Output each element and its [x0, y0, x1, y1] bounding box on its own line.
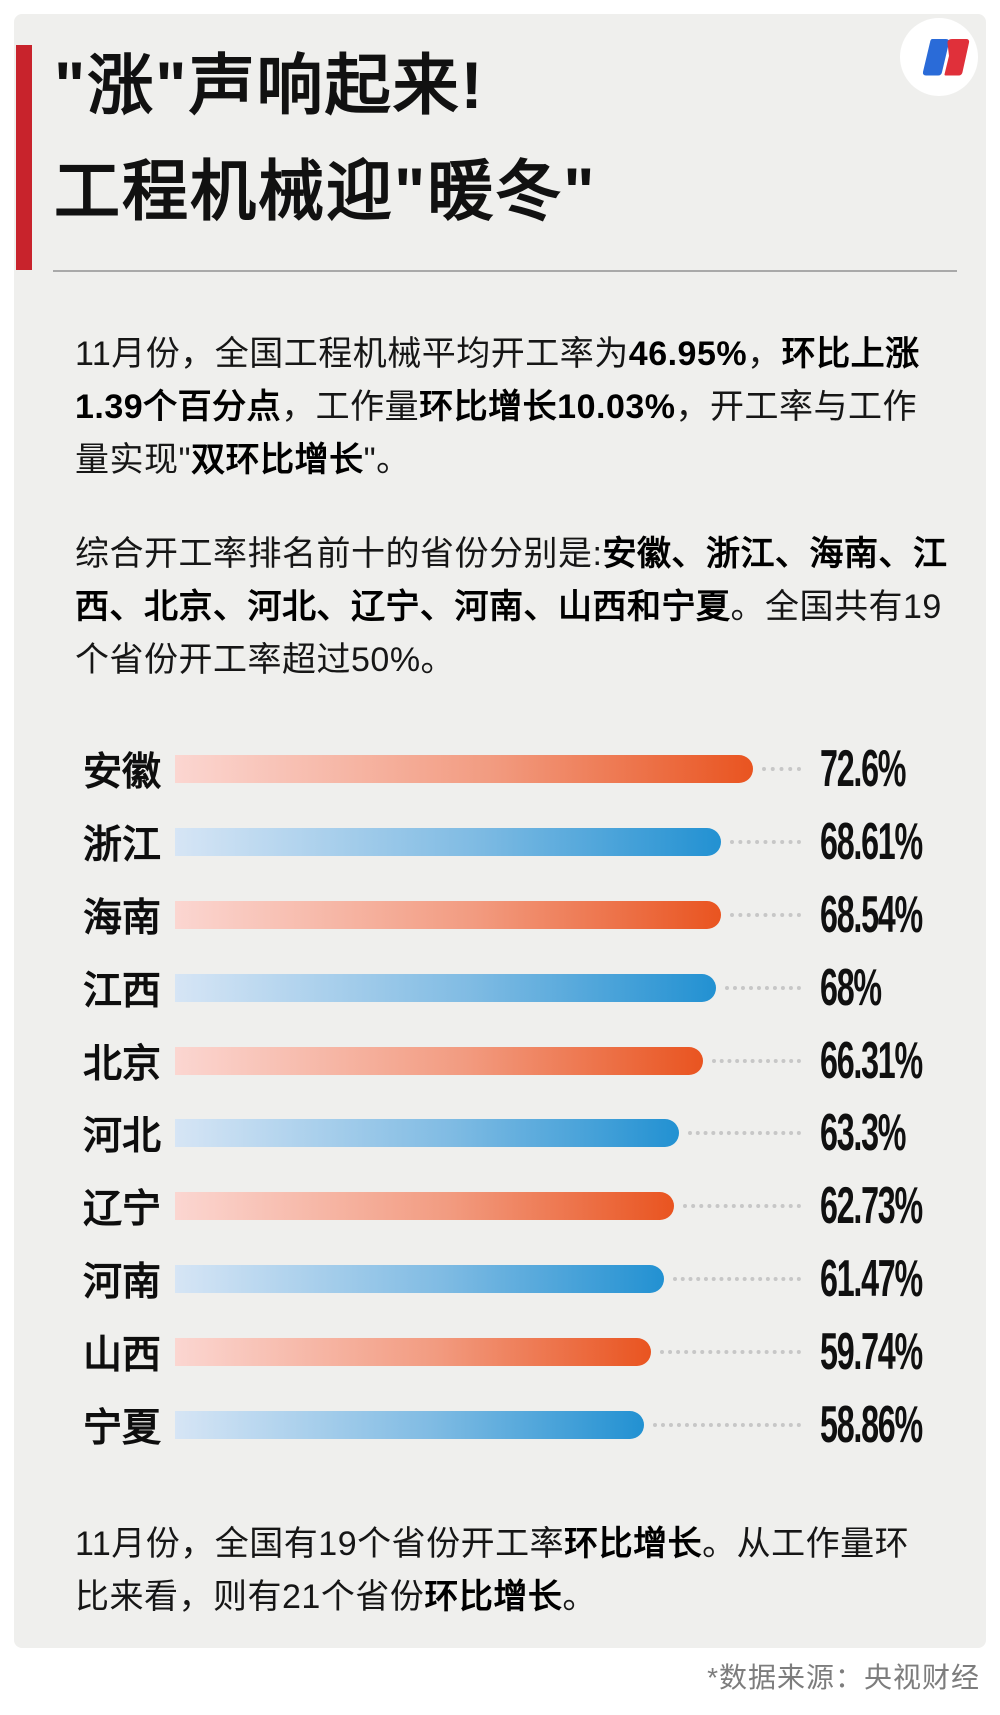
bar-value-label: 62.73% [820, 1177, 923, 1236]
chart-row: 海南 68.54% [83, 879, 966, 952]
dotted-leader [729, 912, 801, 917]
chart-row: 辽宁 62.73% [83, 1170, 966, 1243]
bar-track [175, 1264, 807, 1293]
content-card: "涨"声响起来! 工程机械迎"暖冬" 11月份，全国工程机械平均开工率为46.9… [14, 14, 986, 1648]
bar-track [175, 755, 807, 784]
bar-category-label: 浙江 [83, 824, 162, 868]
bar-value-label: 66.31% [820, 1031, 923, 1090]
bar-category-label: 辽宁 [83, 1188, 162, 1232]
chart-row: 河南 61.47% [83, 1243, 966, 1316]
title-accent-bar [16, 45, 32, 270]
page-title-line1: "涨"声响起来! [54, 48, 485, 122]
chart-row: 江西 68% [83, 951, 966, 1024]
intro-paragraph: 11月份，全国工程机械平均开工率为46.95%，环比上涨 1.39个百分点，工作… [75, 328, 975, 487]
chart-row: 河北 63.3% [83, 1097, 966, 1170]
bar [175, 1410, 644, 1439]
page-title-line2: 工程机械迎"暖冬" [54, 154, 597, 228]
bar [175, 1119, 679, 1148]
text-run: 11月份，全国有19个省份开工率 [75, 1525, 565, 1563]
bar-track [175, 973, 807, 1002]
text-run-bold: 环比增长 [564, 1525, 703, 1563]
bar-category-label: 山西 [83, 1333, 162, 1377]
text-run-bold: 环比增长 [424, 1578, 563, 1616]
bar-track [175, 1337, 807, 1366]
bar-value-label: 58.86% [820, 1395, 923, 1454]
bar-value-label: 68.54% [820, 885, 923, 944]
chart-row: 浙江 68.61% [83, 806, 966, 879]
text-run: 。 [562, 1578, 597, 1616]
text-run: 。全国共有19 个省份开工率超过50%。 [75, 588, 942, 679]
bar-value-label: 72.6% [820, 740, 906, 799]
province-bar-chart: 安徽 72.6% 浙江 68.61% 海南 68.54% 江西 68% 北京 66.31% 河北 63… [83, 733, 966, 1461]
bar [175, 1046, 703, 1075]
dotted-leader [725, 985, 801, 990]
chart-row: 安徽 72.6% [83, 733, 966, 806]
text-run: ，开工率与工作 量实现" [75, 388, 918, 479]
bar-category-label: 河北 [83, 1115, 162, 1159]
brand-n-icon [900, 18, 978, 96]
summary-paragraph: 11月份，全国有19个省份开工率环比增长。从工作量环 比来看，则有21个省份环比… [75, 1518, 975, 1624]
bar-track [175, 828, 807, 857]
bar-value-label: 63.3% [820, 1104, 906, 1163]
bar-track [175, 1410, 807, 1439]
bar-category-label: 海南 [83, 896, 162, 940]
text-run: ， [747, 335, 782, 373]
chart-row: 北京 66.31% [83, 1024, 966, 1097]
text-run: 。从工作量环 比来看，则有21个省份 [75, 1525, 910, 1616]
bar-category-label: 宁夏 [83, 1406, 162, 1450]
bar-category-label: 安徽 [83, 751, 162, 795]
bar-value-label: 61.47% [820, 1249, 923, 1308]
text-run-bold: 安徽、浙江、海南、江 西、北京、河北、辽宁、河南、山西和宁夏 [75, 535, 948, 626]
bar-track [175, 1192, 807, 1221]
bar [175, 755, 753, 784]
bar-value-label: 68.61% [820, 813, 923, 872]
text-run-bold: 46.95% [628, 335, 748, 373]
brand-logo [900, 18, 978, 96]
text-run: 11月份，全国工程机械平均开工率为 [75, 335, 629, 373]
bar [175, 1264, 665, 1293]
data-source-note: *数据来源：央视财经 [707, 1662, 980, 1693]
dotted-leader [652, 1422, 801, 1427]
text-run: "。 [363, 441, 411, 479]
bar [175, 1337, 651, 1366]
bar-category-label: 江西 [83, 969, 162, 1013]
chart-row: 山西 59.74% [83, 1315, 966, 1388]
dotted-leader [673, 1276, 801, 1281]
bar-value-label: 59.74% [820, 1322, 923, 1381]
dotted-leader [762, 767, 801, 772]
dotted-leader [659, 1349, 801, 1354]
bar-track [175, 1046, 807, 1075]
text-run: ，工作量 [281, 388, 420, 426]
bar [175, 973, 717, 1002]
bar [175, 900, 721, 929]
bar [175, 1192, 675, 1221]
ranking-paragraph: 综合开工率排名前十的省份分别是:安徽、浙江、海南、江 西、北京、河北、辽宁、河南… [75, 528, 975, 687]
dotted-leader [730, 840, 801, 845]
dotted-leader [711, 1058, 801, 1063]
bar-track [175, 1119, 807, 1148]
title-divider [53, 270, 957, 272]
bar-category-label: 北京 [83, 1042, 162, 1086]
text-run-bold: 环比上涨 1.39个百分点 [75, 335, 920, 426]
dotted-leader [683, 1204, 801, 1209]
text-run: 综合开工率排名前十的省份分别是: [75, 535, 603, 573]
chart-row: 宁夏 58.86% [83, 1388, 966, 1461]
bar-category-label: 河南 [83, 1260, 162, 1304]
text-run-bold: 环比增长10.03% [419, 388, 676, 426]
bar-track [175, 900, 807, 929]
bar-value-label: 68% [820, 958, 882, 1017]
dotted-leader [687, 1131, 801, 1136]
text-run-bold: 双环比增长 [191, 441, 364, 479]
bar [175, 828, 722, 857]
page-title: "涨"声响起来! 工程机械迎"暖冬" [54, 32, 597, 244]
